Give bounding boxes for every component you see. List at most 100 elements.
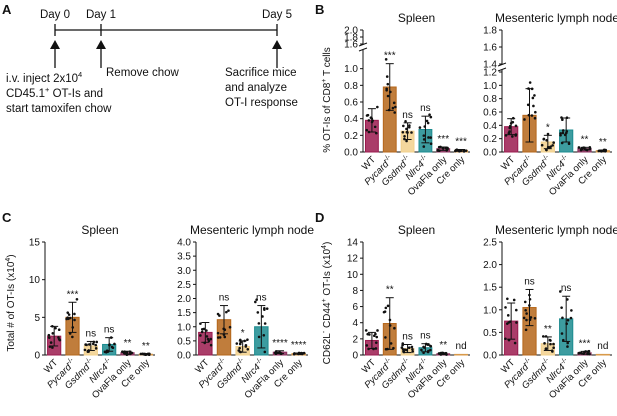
data-point (54, 326, 57, 330)
data-point (515, 321, 518, 324)
data-point (147, 353, 151, 356)
y-axis-label-c: Total # of OT-Is (x104) (5, 254, 17, 351)
data-point (570, 309, 573, 312)
data-point (73, 312, 76, 316)
data-point (597, 149, 601, 153)
data-point (441, 146, 445, 150)
data-point (464, 149, 468, 152)
data-point (75, 297, 79, 301)
data-point (422, 345, 425, 349)
data-point (527, 87, 530, 90)
data-point (511, 135, 514, 138)
data-point (244, 344, 248, 347)
data-point (239, 340, 243, 344)
data-point (507, 338, 511, 342)
group-cre: *** (454, 137, 469, 153)
timeline-event-day0-line1: i.v. inject 2x104 (6, 70, 82, 85)
data-point (543, 342, 546, 345)
data-point (384, 347, 388, 351)
panel-letter-b: B (315, 2, 324, 17)
data-point (366, 113, 370, 117)
data-point (514, 124, 518, 128)
y-tick-label: 3.5 (177, 252, 191, 263)
data-point (48, 345, 52, 348)
data-point (394, 105, 397, 109)
significance-label: * (546, 122, 550, 133)
group-ovafla: ** (436, 340, 451, 356)
data-point (540, 143, 544, 147)
data-point (401, 343, 404, 347)
data-point (254, 300, 257, 304)
data-point (404, 120, 407, 123)
data-point (561, 316, 564, 320)
y-tick-label: 2.5 (483, 238, 497, 249)
data-point (455, 149, 458, 152)
data-point (384, 306, 388, 310)
y-tick-label: 4 (352, 318, 358, 329)
data-point (428, 113, 431, 117)
data-point (108, 343, 111, 347)
data-point (392, 346, 395, 350)
data-point (407, 125, 411, 129)
data-point (206, 337, 210, 341)
y-tick-label: 2.0 (483, 260, 497, 271)
group-gsdmd: * (235, 328, 250, 356)
group-ovafla: ** (577, 134, 592, 153)
y-tick-label: 1.5 (177, 308, 191, 319)
data-point (218, 336, 222, 339)
data-point (374, 332, 377, 336)
data-point (113, 342, 116, 346)
data-point (392, 101, 396, 105)
data-point (525, 312, 528, 315)
data-point (552, 346, 555, 349)
data-point (205, 329, 208, 332)
plot-title: Spleen (398, 223, 435, 237)
data-point (202, 327, 206, 331)
y-tick-label: 0.4 (483, 121, 497, 132)
data-point (509, 121, 513, 125)
axis-break-mark (358, 47, 368, 52)
data-point (551, 144, 554, 147)
data-point (552, 342, 555, 346)
data-point (85, 343, 88, 347)
data-point (411, 347, 414, 351)
timeline-day0-label: Day 0 (40, 9, 70, 21)
data-point (504, 306, 507, 309)
y-tick-label: 1.8 (344, 33, 358, 44)
data-point (422, 145, 426, 148)
data-point (386, 82, 390, 86)
y-tick-label: 2.0 (177, 294, 191, 305)
timeline-event-day5-line2: and analyze (225, 82, 287, 94)
data-point (222, 327, 225, 331)
group-wt (364, 329, 379, 356)
data-point (530, 87, 534, 91)
data-point (426, 121, 430, 125)
data-point (423, 125, 427, 128)
data-point (370, 117, 374, 120)
data-point (297, 352, 300, 356)
data-point (228, 325, 232, 329)
y-tick-label: 10 (29, 275, 41, 286)
data-point (401, 348, 405, 351)
group-wt (504, 116, 519, 153)
y-tick-label: 6 (352, 302, 358, 313)
data-point (560, 141, 564, 145)
group-nlrc4: ns (418, 331, 433, 356)
timeline-event-day0-line3: start tamoxifen chow (6, 103, 112, 115)
timeline-day1-label: Day 1 (86, 9, 116, 21)
data-point (67, 313, 71, 316)
data-point (66, 311, 70, 314)
data-point (437, 145, 441, 149)
data-point (402, 350, 406, 354)
data-point (418, 126, 422, 129)
data-point (424, 342, 428, 346)
data-point (51, 332, 55, 335)
data-point (529, 316, 533, 319)
data-point (534, 110, 537, 114)
data-point (372, 347, 375, 351)
plot-c-mln: Mesenteric lymph node 0.0 0.5 1.0 1.5 2.0 2.5 3… (177, 223, 314, 401)
data-point (51, 346, 54, 349)
data-point (125, 353, 129, 356)
data-point (218, 314, 221, 317)
y-tick-label: 1.8 (483, 26, 497, 37)
